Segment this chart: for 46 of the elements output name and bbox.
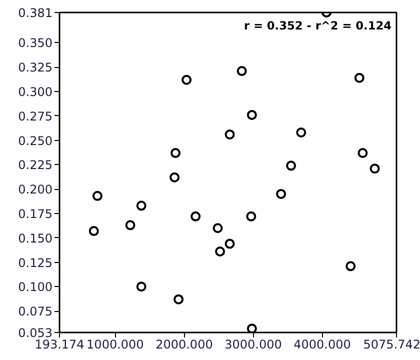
point: [215, 246, 226, 257]
y-tick-label: 0.175: [18, 206, 53, 221]
x-tick-label: 2000.000: [156, 338, 213, 352]
point: [88, 226, 99, 236]
point: [346, 261, 356, 272]
y-tick-label: 0.200: [18, 182, 53, 197]
point: [276, 188, 286, 199]
y-tick-label: 0.053: [18, 326, 53, 340]
point: [92, 190, 102, 201]
point: [224, 238, 235, 249]
point: [358, 148, 368, 158]
y-tick-label: 0.100: [18, 280, 53, 294]
point: [246, 211, 256, 222]
y-tick-label: 0.250: [18, 134, 53, 148]
annotation: r = 0.352 - r^2 = 0.124: [244, 18, 392, 32]
x-tick-label: 1000.000: [86, 338, 144, 352]
x-tick-label: 193.174: [34, 338, 84, 352]
point: [170, 148, 181, 158]
x-tick-label: 4000.000: [294, 338, 351, 352]
point: [170, 172, 180, 182]
y-tick-label: 0.150: [18, 231, 53, 246]
point: [236, 66, 247, 76]
y-tick-label: 0.125: [18, 256, 53, 270]
y-tick-label: 0.275: [18, 109, 53, 124]
y-tick-label: 0.325: [18, 60, 53, 75]
point: [354, 72, 364, 83]
y-tick-label: 0.350: [18, 36, 53, 50]
y-tick-label: 0.225: [18, 158, 53, 172]
y-tick-label: 0.381: [18, 6, 53, 20]
point: [246, 110, 257, 120]
point: [296, 128, 306, 138]
point: [370, 164, 380, 174]
point: [182, 74, 192, 85]
point: [246, 324, 257, 332]
point: [136, 282, 146, 292]
x-tick-label: 5075.742: [363, 338, 420, 352]
y-tick-label: 0.075: [18, 304, 53, 319]
point: [190, 211, 201, 222]
point: [174, 294, 184, 304]
point: [136, 200, 146, 211]
point: [224, 129, 235, 140]
x-tick-label: 3000.000: [224, 338, 282, 352]
point: [125, 220, 136, 230]
point: [212, 223, 223, 234]
point: [286, 160, 296, 171]
y-tick-label: 0.300: [18, 85, 53, 100]
